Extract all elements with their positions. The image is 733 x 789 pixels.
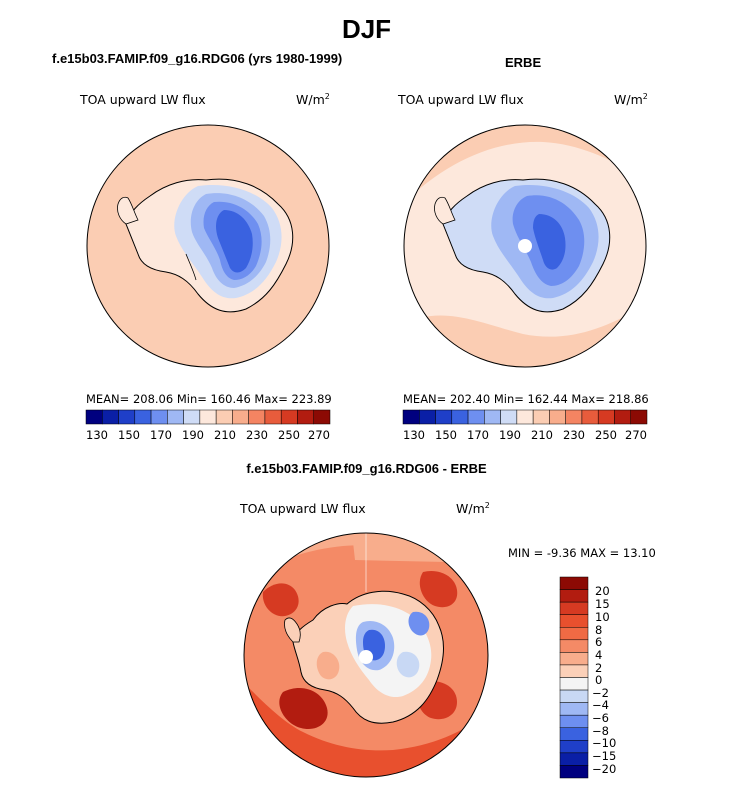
cb3-label: 6 — [595, 635, 603, 649]
colorbar-cell — [559, 576, 589, 590]
panel2-title: ERBE — [505, 55, 542, 70]
colorbar-cell — [232, 409, 249, 425]
panel1-variable-label: TOA upward LW flux — [80, 92, 206, 107]
panel1-map — [86, 124, 330, 368]
cb3-label: −15 — [592, 749, 617, 763]
panel2-colorbar — [402, 409, 648, 425]
colorbar-cell — [215, 409, 233, 425]
panel3-title: f.e15b03.FAMIP.f09_g16.RDG06 - ERBE — [246, 461, 487, 476]
cb3-label: 0 — [595, 673, 603, 687]
colorbar-cell — [297, 409, 314, 425]
colorbar-cell — [118, 409, 136, 425]
colorbar-cell — [500, 409, 518, 425]
colorbar-cell — [516, 409, 534, 425]
colorbar-cell — [248, 409, 266, 425]
cb1-label: 190 — [182, 428, 204, 442]
colorbar-cell — [597, 409, 615, 425]
panel3-colorbar-labels: 20 15 10 8 6 4 2 0 −2 −4 −6 −8 −10 −15 −… — [592, 577, 632, 782]
colorbar-cell — [559, 601, 589, 615]
cb2-label: 230 — [563, 428, 585, 442]
colorbar-cell — [559, 677, 589, 691]
cb3-label: −8 — [592, 724, 609, 738]
cb3-label: 8 — [595, 623, 603, 637]
cb1-label: 130 — [86, 428, 108, 442]
cb3-label: 15 — [595, 597, 610, 611]
colorbar-cell — [559, 689, 589, 703]
panel3-units: W/m2 — [456, 501, 490, 517]
cb3-label: 10 — [595, 610, 610, 624]
cb2-label: 150 — [435, 428, 457, 442]
colorbar-cell — [183, 409, 201, 425]
panel3-map — [243, 532, 489, 778]
colorbar-cell — [559, 614, 589, 628]
cb2-label: 210 — [531, 428, 553, 442]
cb3-label: −6 — [592, 711, 609, 725]
panel2-map — [403, 124, 647, 368]
cb2-label: 190 — [499, 428, 521, 442]
colorbar-cell — [559, 639, 589, 653]
colorbar-cell — [150, 409, 168, 425]
colorbar-cell — [419, 409, 436, 425]
colorbar-cell — [581, 409, 599, 425]
panel3-variable-label: TOA upward LW flux — [240, 501, 366, 516]
cb2-label: 130 — [403, 428, 425, 442]
colorbar-cell — [484, 409, 501, 425]
colorbar-cell — [559, 714, 589, 728]
colorbar-cell — [451, 409, 469, 425]
colorbar-cell — [85, 409, 103, 425]
cb3-label: 20 — [595, 584, 610, 598]
panel1-colorbar-labels: 130 150 170 190 210 230 250 270 — [86, 428, 330, 442]
panel2-colorbar-labels: 130 150 170 190 210 230 250 270 — [403, 428, 647, 442]
cb2-label: 170 — [467, 428, 489, 442]
colorbar-cell — [559, 589, 589, 603]
colorbar-cell — [559, 664, 589, 678]
panel2-variable-label: TOA upward LW flux — [398, 92, 524, 107]
colorbar-cell — [630, 409, 648, 425]
colorbar-cell — [402, 409, 420, 425]
figure-title: DJF — [341, 14, 392, 44]
cb3-label: −2 — [592, 686, 609, 700]
cb3-label: −10 — [592, 736, 617, 750]
cb1-label: 150 — [118, 428, 140, 442]
colorbar-cell — [565, 409, 583, 425]
panel3-min-max: MIN = -9.36 MAX = 13.10 — [508, 546, 656, 560]
cb1-label: 250 — [278, 428, 300, 442]
colorbar-cell — [167, 409, 184, 425]
panel1-units: W/m2 — [296, 92, 330, 108]
cb3-label: −4 — [592, 698, 609, 712]
panel2-stats: MEAN= 202.40 Min= 162.44 Max= 218.86 — [403, 392, 649, 406]
cb3-label: 2 — [595, 661, 603, 675]
cb3-label: 4 — [595, 648, 603, 662]
colorbar-cell — [102, 409, 119, 425]
colorbar-cell — [532, 409, 550, 425]
cb1-label: 230 — [246, 428, 268, 442]
colorbar-cell — [559, 702, 589, 716]
cb1-label: 270 — [308, 428, 330, 442]
colorbar-cell — [134, 409, 152, 425]
panel1-colorbar — [85, 409, 331, 425]
panel2-units: W/m2 — [614, 92, 648, 108]
cb2-label: 270 — [625, 428, 647, 442]
colorbar-cell — [313, 409, 331, 425]
panel1-stats: MEAN= 208.06 Min= 160.46 Max= 223.89 — [86, 392, 332, 406]
colorbar-cell — [467, 409, 485, 425]
colorbar-cell — [559, 627, 589, 641]
colorbar-cell — [559, 652, 589, 666]
cb2-label: 250 — [595, 428, 617, 442]
colorbar-cell — [559, 740, 589, 754]
colorbar-cell — [559, 765, 589, 779]
colorbar-cell — [199, 409, 217, 425]
cb3-label: −20 — [592, 762, 617, 776]
panel3-colorbar — [559, 576, 589, 779]
colorbar-cell — [559, 727, 589, 741]
colorbar-cell — [264, 409, 282, 425]
panel1-title: f.e15b03.FAMIP.f09_g16.RDG06 (yrs 1980-1… — [52, 51, 343, 66]
cb1-label: 170 — [150, 428, 172, 442]
colorbar-cell — [280, 409, 298, 425]
colorbar-cell — [559, 752, 589, 766]
colorbar-cell — [614, 409, 631, 425]
colorbar-cell — [549, 409, 566, 425]
cb1-label: 210 — [214, 428, 236, 442]
colorbar-cell — [435, 409, 453, 425]
